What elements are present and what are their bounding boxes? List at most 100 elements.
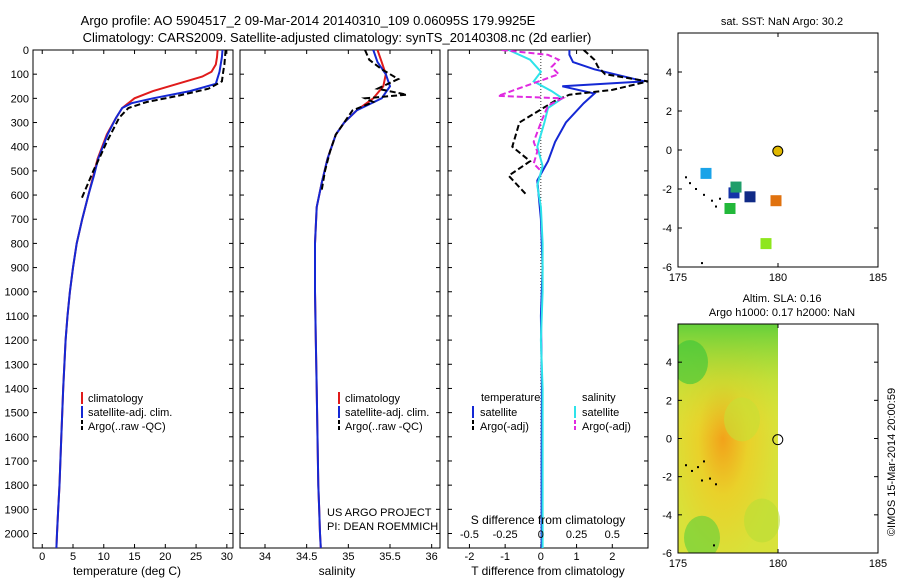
y-tick-label: 2000	[5, 528, 29, 540]
map-y-tick-label: -2	[662, 184, 672, 196]
difference-legend: temperature salinity satellite Argo(-adj…	[472, 392, 631, 433]
t-difference-xlabel: T difference from climatology	[471, 564, 625, 578]
x-tick-label: 25	[190, 551, 202, 563]
y-tick-label: 1500	[5, 408, 29, 420]
series-line-satellite-adj-clim-	[314, 50, 392, 548]
sla-blotch	[684, 515, 720, 553]
y-tick-label: 1800	[5, 480, 29, 492]
map-y-tick-label: -4	[662, 510, 672, 522]
map-y-tick-label: -4	[662, 223, 672, 235]
y-tick-label: 1000	[5, 287, 29, 299]
legend-label-t-argo: Argo(-adj)	[480, 421, 529, 433]
legend-label-argo: Argo(..raw -QC)	[88, 421, 166, 433]
coast-point	[711, 199, 713, 202]
legend-label-climatology: climatology	[345, 393, 401, 405]
x-tick-label: -2	[465, 551, 475, 563]
legend-title-temperature: temperature	[481, 392, 540, 404]
legend-label-s-argo: Argo(-adj)	[582, 421, 631, 433]
argo-float-marker	[772, 145, 784, 157]
x-tick-label: 1	[574, 551, 580, 563]
x-tick-label: 10	[98, 551, 110, 563]
x-tick-label: 34	[259, 551, 271, 563]
coast-point	[703, 460, 705, 463]
map-y-tick-label: 2	[666, 395, 672, 407]
sst-square	[700, 167, 712, 179]
map-x-tick-label: 185	[869, 272, 887, 284]
map-x-tick-label: 180	[769, 272, 787, 284]
temperature-legend: climatology satellite-adj. clim. Argo(..…	[81, 392, 172, 433]
coast-point	[685, 176, 687, 179]
x-tick-label: 20	[159, 551, 171, 563]
x-tick-label: 35.5	[379, 551, 400, 563]
argo-float-marker	[772, 434, 784, 446]
temperature-panel: 0 5 10 15 20 25 300100200300400500600700800900…	[5, 45, 234, 563]
salinity-panel: 34 34.5 35 35.5 36	[239, 49, 441, 563]
sst-square	[744, 191, 756, 203]
imos-credit: ©IMOS 15-Mar-2014 20:00:59	[886, 388, 898, 536]
sst-square	[730, 181, 742, 193]
coast-point	[685, 464, 687, 467]
s-difference-tick-label: -0.25	[493, 529, 518, 541]
x-tick-label: 0	[538, 551, 544, 563]
temperature-plot-frame	[32, 49, 234, 549]
pi-annotation: PI: DEAN ROEMMICH	[327, 521, 438, 533]
sla-map-title-line2: Argo h1000: 0.17 h2000: NaN	[709, 307, 855, 319]
map-x-tick-label: 185	[869, 558, 887, 570]
coast-point	[697, 466, 699, 469]
sst-map-title: sat. SST: NaN Argo: 30.2	[721, 16, 843, 28]
legend-label-satellite: satellite-adj. clim.	[88, 407, 172, 419]
sst-square	[728, 187, 740, 199]
series-line-temperature-satellite	[536, 50, 645, 548]
map-y-tick-label: -2	[662, 472, 672, 484]
map-x-tick-label: 175	[669, 558, 687, 570]
sst-square	[770, 195, 782, 207]
difference-plot-frame	[447, 49, 649, 549]
figure-title-line2: Climatology: CARS2009. Satellite-adjuste…	[83, 30, 592, 45]
project-annotation: US ARGO PROJECT	[327, 507, 432, 519]
figure-title-line1: Argo profile: AO 5904517_2 09-Mar-2014 2…	[81, 13, 536, 28]
s-difference-xlabel: S difference from climatology	[471, 513, 626, 527]
y-tick-label: 1200	[5, 335, 29, 347]
y-tick-label: 300	[11, 118, 29, 130]
salinity-legend: climatology satellite-adj. clim. Argo(..…	[338, 392, 429, 433]
legend-label-climatology: climatology	[88, 393, 144, 405]
legend-label-argo: Argo(..raw -QC)	[345, 421, 423, 433]
coast-point	[709, 477, 711, 480]
series-line-argo-raw-qc-	[320, 50, 407, 191]
s-difference-tick-label: -0.5	[460, 529, 479, 541]
salinity-xlabel: salinity	[319, 564, 356, 578]
y-tick-label: 100	[11, 69, 29, 81]
legend-label-t-satellite: satellite	[480, 407, 517, 419]
y-tick-label: 1400	[5, 383, 29, 395]
legend-label-s-satellite: satellite	[582, 407, 619, 419]
x-tick-label: 36	[426, 551, 438, 563]
difference-panel: -2 -1 0 1 2	[447, 49, 649, 563]
coast-point	[713, 544, 715, 547]
map-y-tick-label: -6	[662, 548, 672, 560]
series-line-temperature-argo-adj-	[507, 50, 648, 196]
y-tick-label: 1300	[5, 359, 29, 371]
y-tick-label: 200	[11, 93, 29, 105]
y-tick-label: 500	[11, 166, 29, 178]
sla-blotch	[724, 397, 760, 442]
series-line-climatology	[314, 50, 387, 548]
x-tick-label: 30	[221, 551, 233, 563]
map-x-tick-label: 175	[669, 272, 687, 284]
map-y-tick-label: 2	[666, 106, 672, 118]
coast-point	[719, 197, 721, 200]
sst-square	[724, 203, 736, 214]
y-tick-label: 800	[11, 238, 29, 250]
s-difference-ticks: -0.5 -0.25 0 0.25 0.5	[460, 529, 620, 541]
map-y-tick-label: 0	[666, 434, 672, 446]
map-x-tick-label: 180	[769, 558, 787, 570]
y-tick-label: 900	[11, 263, 29, 275]
coast-point	[715, 205, 717, 208]
coast-point	[703, 193, 705, 196]
y-tick-label: 400	[11, 142, 29, 154]
sla-blotch	[744, 498, 780, 543]
salinity-plot-frame	[239, 49, 441, 549]
s-difference-tick-label: 0	[538, 529, 544, 541]
temperature-xlabel: temperature (deg C)	[73, 564, 181, 578]
x-tick-label: 35	[342, 551, 354, 563]
map-y-tick-label: -6	[662, 262, 672, 274]
